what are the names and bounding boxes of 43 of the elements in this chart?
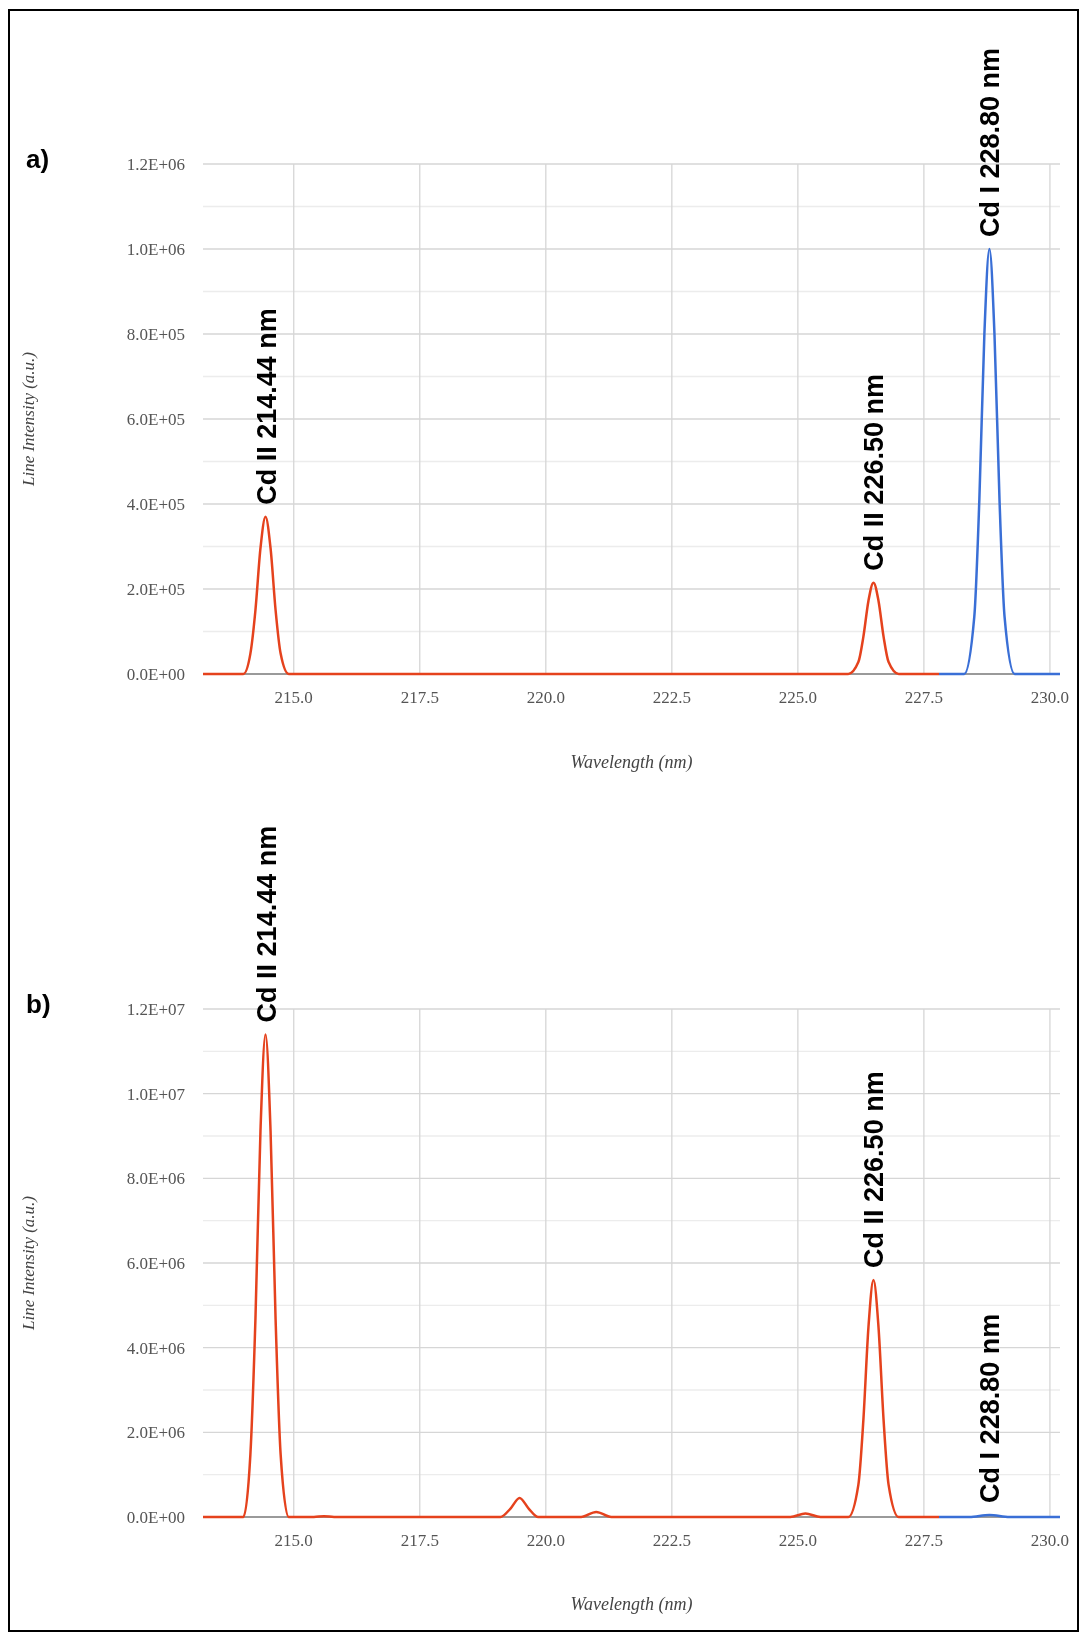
chart-title: b) [26, 989, 51, 1019]
y-tick-label: 6.0E+05 [126, 409, 185, 429]
y-tick-label: 6.0E+06 [126, 1253, 185, 1273]
chart-title: a) [26, 144, 50, 174]
x-tick-label: 220.0 [526, 688, 565, 707]
annotation: Cd II 226.50 nm [859, 1071, 890, 1268]
line-series [201, 515, 941, 676]
annotation: Cd I 228.80 nm [975, 1313, 1006, 1503]
x-tick-label: 227.5 [904, 1531, 944, 1550]
annotation: Cd I 228.80 nm [975, 47, 1006, 237]
y-tick-label: 4.0E+05 [126, 494, 185, 514]
y-tick-label: 2.0E+06 [126, 1423, 185, 1443]
x-tick-label: 220.0 [526, 1531, 565, 1550]
y-tick-label: 1.2E+06 [126, 154, 185, 174]
x-tick-label: 215.0 [274, 688, 313, 707]
y-tick-label: 4.0E+06 [126, 1338, 185, 1358]
x-tick-label: 217.5 [400, 1531, 439, 1550]
line-series [201, 1033, 941, 1519]
y-tick-label: 8.0E+05 [126, 324, 185, 344]
line-series [937, 247, 1062, 676]
x-tick-label: 230.0 [1030, 1531, 1070, 1550]
x-tick-label: 215.0 [274, 1531, 313, 1550]
y-tick-label: 1.0E+06 [126, 239, 185, 259]
y-tick-label: 0.0E+00 [126, 664, 185, 684]
x-axis-title: Wavelength (nm) [570, 752, 693, 773]
x-tick-label: 225.0 [778, 1531, 817, 1550]
x-tick-label: 217.5 [400, 688, 439, 707]
y-tick-label: 2.0E+05 [126, 579, 185, 599]
x-tick-label: 225.0 [778, 688, 817, 707]
y-tick-label: 1.0E+07 [126, 1084, 186, 1104]
x-tick-label: 230.0 [1030, 688, 1070, 707]
x-tick-label: 222.5 [652, 688, 691, 707]
x-tick-label: 222.5 [652, 1531, 691, 1550]
annotation: Cd II 214.44 nm [251, 308, 282, 505]
y-axis-title: Line Intensity (a.u.) [19, 351, 38, 488]
x-axis-title: Wavelength (nm) [570, 1594, 693, 1615]
x-tick-label: 227.5 [904, 688, 944, 707]
y-tick-label: 1.2E+07 [126, 999, 186, 1019]
annotation: Cd II 226.50 nm [859, 374, 890, 571]
y-tick-label: 8.0E+06 [126, 1169, 185, 1189]
annotation: Cd II 214.44 nm [251, 825, 282, 1023]
y-tick-label: 0.0E+00 [126, 1507, 185, 1527]
y-axis-title: Line Intensity (a.u.) [19, 1195, 38, 1332]
